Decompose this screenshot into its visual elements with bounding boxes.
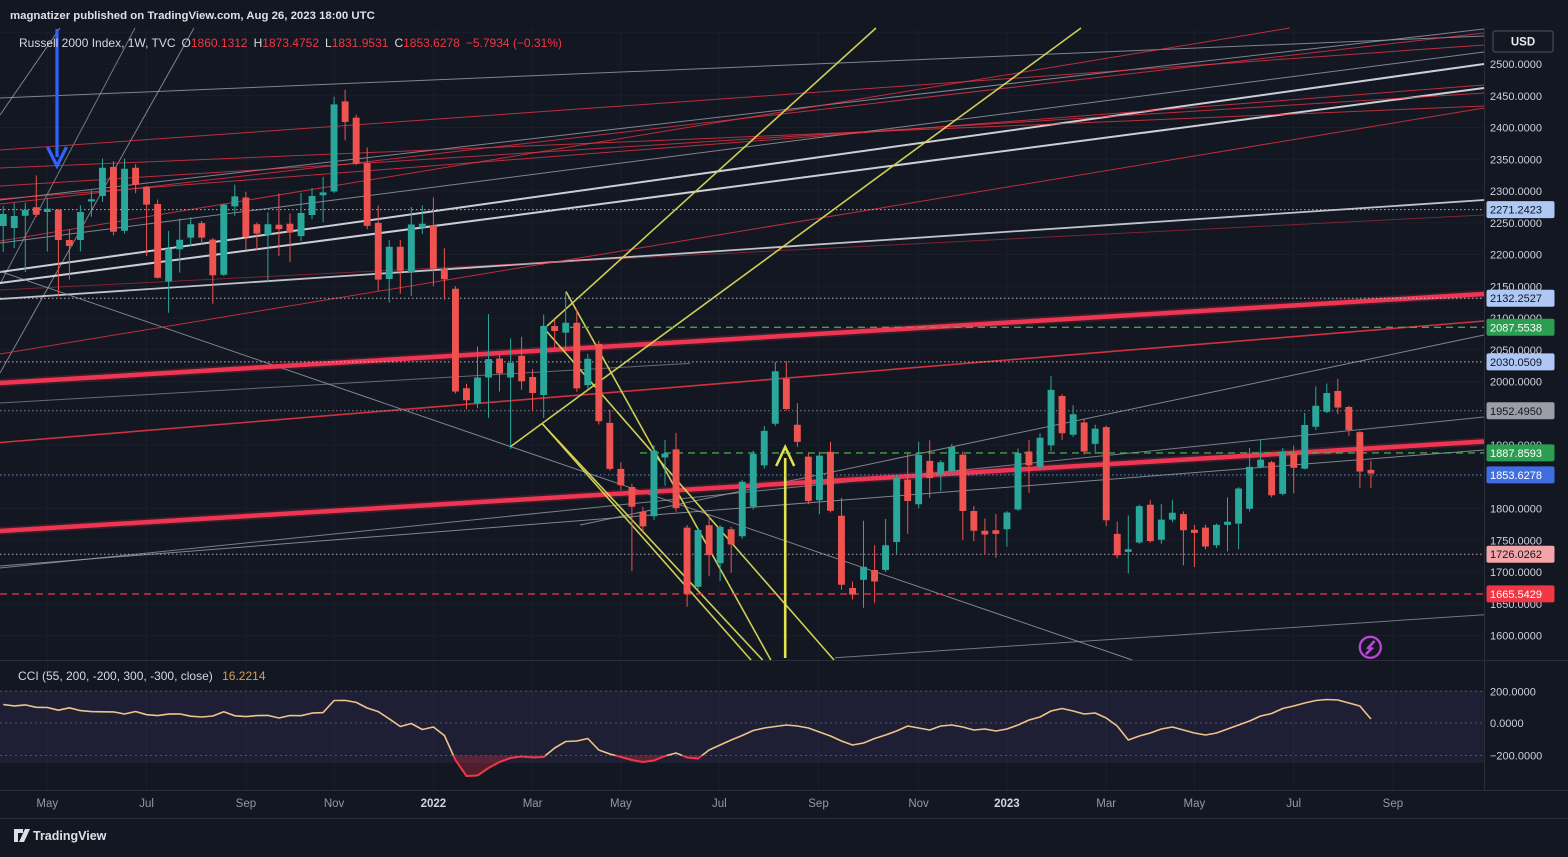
svg-text:2271.2423: 2271.2423 [1490, 205, 1542, 217]
svg-text:1800.0000: 1800.0000 [1490, 504, 1542, 516]
svg-text:2350.0000: 2350.0000 [1490, 154, 1542, 166]
svg-text:2022: 2022 [421, 798, 447, 810]
svg-text:May: May [1184, 798, 1206, 810]
svg-text:2400.0000: 2400.0000 [1490, 123, 1542, 135]
svg-text:May: May [36, 798, 58, 810]
svg-text:magnatizer published on Tradin: magnatizer published on TradingView.com,… [10, 10, 375, 22]
svg-text:2300.0000: 2300.0000 [1490, 186, 1542, 198]
svg-text:1952.4950: 1952.4950 [1490, 406, 1542, 418]
svg-text:TradingView: TradingView [33, 829, 107, 843]
svg-text:1665.5429: 1665.5429 [1490, 589, 1542, 601]
svg-text:200.0000: 200.0000 [1490, 686, 1536, 698]
svg-text:2200.0000: 2200.0000 [1490, 250, 1542, 262]
svg-text:USD: USD [1511, 37, 1535, 49]
svg-text:Sep: Sep [236, 798, 256, 810]
svg-text:Russell 2000 Index, 1W, TVC O1: Russell 2000 Index, 1W, TVC O1860.1312 H… [19, 36, 562, 50]
svg-text:1750.0000: 1750.0000 [1490, 535, 1542, 547]
svg-text:1600.0000: 1600.0000 [1490, 631, 1542, 643]
svg-text:Mar: Mar [1096, 798, 1116, 810]
svg-text:1887.8593: 1887.8593 [1490, 448, 1542, 460]
svg-text:2500.0000: 2500.0000 [1490, 59, 1542, 71]
svg-text:−200.0000: −200.0000 [1490, 751, 1542, 763]
svg-text:2450.0000: 2450.0000 [1490, 91, 1542, 103]
svg-text:CCI (55, 200, -200, 300, -300,: CCI (55, 200, -200, 300, -300, close) 16… [18, 669, 266, 683]
svg-text:Nov: Nov [324, 798, 345, 810]
svg-text:0.0000: 0.0000 [1490, 718, 1524, 730]
svg-text:1853.6278: 1853.6278 [1490, 470, 1542, 482]
svg-text:May: May [610, 798, 632, 810]
svg-text:1700.0000: 1700.0000 [1490, 567, 1542, 579]
svg-text:Mar: Mar [523, 798, 543, 810]
svg-text:Nov: Nov [908, 798, 929, 810]
svg-text:Sep: Sep [808, 798, 828, 810]
svg-text:2000.0000: 2000.0000 [1490, 377, 1542, 389]
svg-text:2030.0509: 2030.0509 [1490, 357, 1542, 369]
svg-text:2250.0000: 2250.0000 [1490, 218, 1542, 230]
svg-text:2023: 2023 [994, 798, 1020, 810]
svg-text:Jul: Jul [139, 798, 154, 810]
svg-text:1726.0262: 1726.0262 [1490, 549, 1542, 561]
svg-text:2087.5538: 2087.5538 [1490, 322, 1542, 334]
svg-text:Jul: Jul [712, 798, 727, 810]
svg-text:2132.2527: 2132.2527 [1490, 293, 1542, 305]
svg-text:Jul: Jul [1286, 798, 1301, 810]
svg-text:Sep: Sep [1383, 798, 1403, 810]
